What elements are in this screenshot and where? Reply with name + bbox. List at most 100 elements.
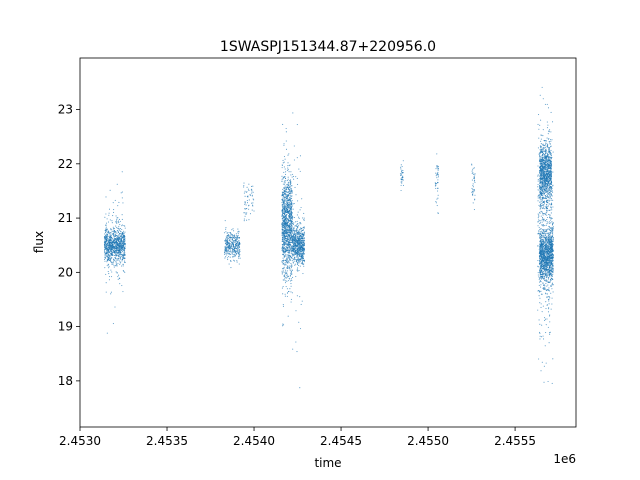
data-point (105, 243, 107, 245)
data-point (299, 328, 302, 330)
data-point (284, 182, 286, 184)
data-point (550, 154, 552, 156)
data-point (539, 244, 541, 246)
data-point (288, 188, 290, 190)
data-point (289, 268, 291, 270)
data-point (285, 197, 288, 199)
data-point (246, 191, 248, 193)
data-point (294, 225, 296, 227)
data-point (283, 189, 285, 191)
data-point (243, 212, 245, 214)
data-point (550, 155, 552, 157)
data-point (251, 194, 253, 196)
data-point (289, 219, 292, 221)
data-point (289, 249, 291, 251)
data-point (543, 147, 545, 149)
data-point (109, 255, 111, 257)
data-point (233, 230, 235, 232)
data-point (290, 272, 292, 274)
data-point (301, 228, 303, 230)
data-point (299, 250, 301, 252)
data-point (228, 256, 230, 258)
data-point (227, 234, 229, 236)
data-point (230, 260, 232, 262)
data-point (437, 182, 439, 184)
data-point (243, 218, 245, 220)
data-point (550, 168, 552, 170)
data-point (121, 228, 123, 231)
data-point (289, 188, 291, 191)
data-point (105, 291, 107, 293)
data-point (437, 169, 439, 171)
data-point (287, 198, 289, 200)
data-point (299, 237, 301, 240)
data-point (108, 214, 110, 216)
data-point (116, 240, 118, 242)
data-point (539, 177, 541, 179)
data-point (291, 223, 293, 225)
data-point (121, 225, 123, 227)
data-point (281, 222, 283, 224)
data-point (121, 214, 123, 216)
data-point (281, 211, 283, 213)
data-point (434, 185, 436, 187)
data-point (290, 171, 292, 173)
data-point (544, 168, 546, 171)
data-point (293, 216, 296, 219)
data-point (471, 187, 473, 190)
data-point (121, 260, 123, 262)
data-point (287, 235, 289, 237)
data-point (236, 246, 238, 248)
data-point (281, 287, 283, 289)
data-point (109, 241, 111, 243)
data-point (549, 166, 551, 169)
data-point (290, 221, 292, 223)
data-point (285, 264, 287, 266)
data-point (117, 235, 119, 237)
data-point (238, 237, 240, 239)
data-point (121, 284, 123, 287)
data-point (294, 244, 296, 246)
data-point (228, 236, 231, 238)
data-point (437, 190, 439, 192)
data-point (286, 238, 289, 240)
data-point (285, 229, 287, 231)
data-point (110, 250, 113, 253)
data-point (540, 140, 542, 142)
data-point (290, 283, 292, 285)
data-point (290, 243, 292, 245)
data-point (234, 235, 236, 237)
data-point (301, 257, 303, 259)
data-point (113, 209, 115, 211)
data-point (107, 221, 110, 223)
data-point (235, 251, 237, 253)
data-point (297, 256, 299, 258)
data-point (287, 162, 289, 164)
data-point (283, 241, 285, 243)
data-point (109, 238, 111, 240)
data-point (113, 266, 115, 268)
data-point (542, 166, 544, 169)
data-point (543, 159, 545, 161)
data-point (233, 236, 235, 238)
data-point (292, 246, 294, 248)
data-point (436, 174, 438, 176)
data-point (544, 151, 546, 153)
data-point (540, 143, 542, 145)
data-point (286, 224, 288, 226)
data-point (295, 341, 297, 343)
data-point (291, 241, 293, 243)
data-point (547, 153, 549, 155)
data-point (291, 264, 293, 266)
data-point (283, 279, 285, 281)
data-point (295, 232, 298, 234)
data-point (437, 197, 439, 199)
data-point (124, 227, 126, 229)
data-point (110, 291, 112, 293)
data-point (249, 193, 251, 196)
data-point (284, 252, 286, 254)
data-point (283, 216, 285, 218)
data-point (471, 194, 474, 196)
data-point (229, 236, 231, 238)
data-point (287, 224, 289, 226)
